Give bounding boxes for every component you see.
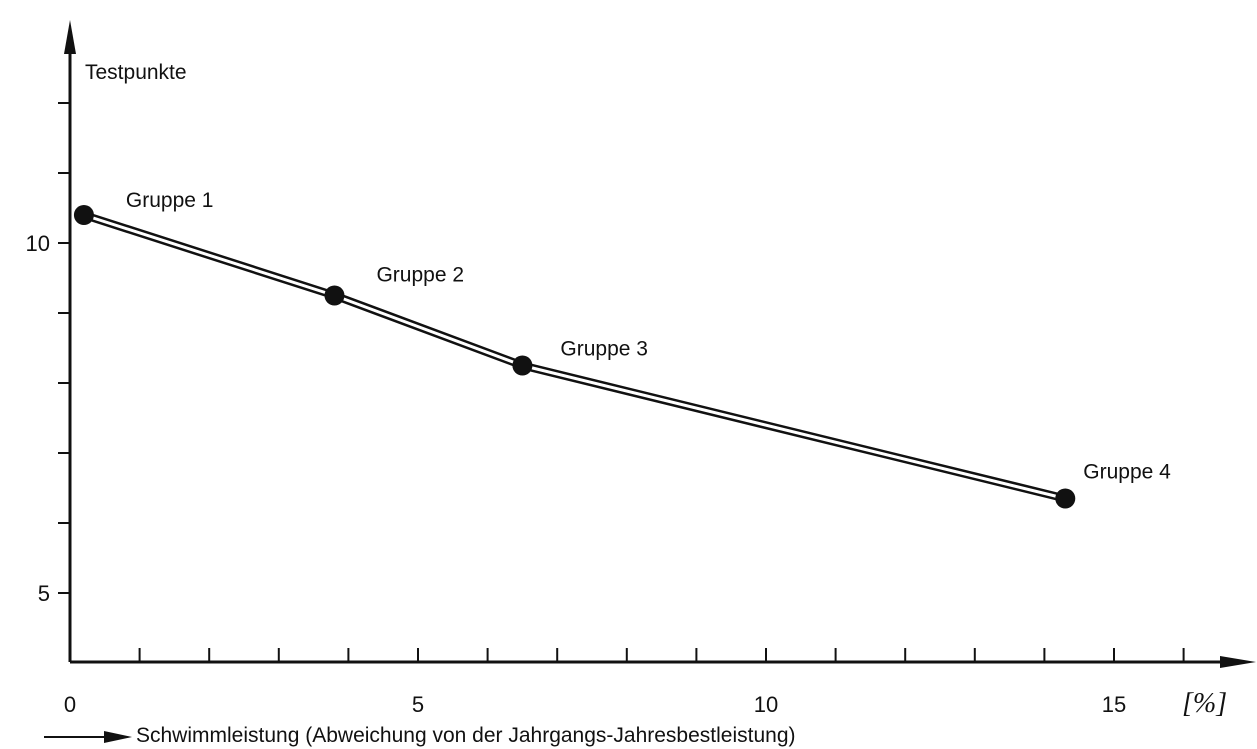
data-point-label: Gruppe 3: [560, 338, 648, 361]
y-axis-arrow-icon: [64, 20, 76, 54]
data-point: [324, 285, 345, 306]
data-point: [1055, 488, 1076, 509]
data-points: [73, 205, 1076, 509]
series-line-inner: [83, 213, 1066, 500]
data-point: [73, 205, 94, 225]
axes: [44, 20, 1256, 743]
y-tick-label: 10: [26, 231, 50, 256]
data-point-label: Gruppe 1: [126, 189, 214, 212]
x-axis-unit: [%]: [1182, 688, 1227, 719]
data-point-label: Gruppe 4: [1083, 461, 1171, 484]
data-point-label: Gruppe 2: [376, 264, 464, 287]
x-tick-label: 5: [412, 692, 424, 717]
x-axis-title-arrow-icon: [104, 731, 132, 743]
data-point: [512, 355, 533, 376]
series-line: [82, 211, 1067, 503]
y-tick-label: 5: [38, 581, 50, 606]
x-tick-label: 15: [1102, 692, 1126, 717]
labels: 0 5 10 15 5 10 Gruppe 1 Gruppe 2 Gruppe 3 Gruppe …: [26, 189, 1172, 717]
x-axis-arrow-icon: [1220, 656, 1256, 668]
x-tick-label: 10: [754, 692, 778, 717]
ticks: [58, 102, 1185, 662]
y-axis-title: Testpunkte: [85, 61, 187, 84]
x-tick-label: 0: [64, 692, 76, 717]
x-axis-title: Schwimmleistung (Abweichung von der Jahr…: [136, 724, 796, 747]
